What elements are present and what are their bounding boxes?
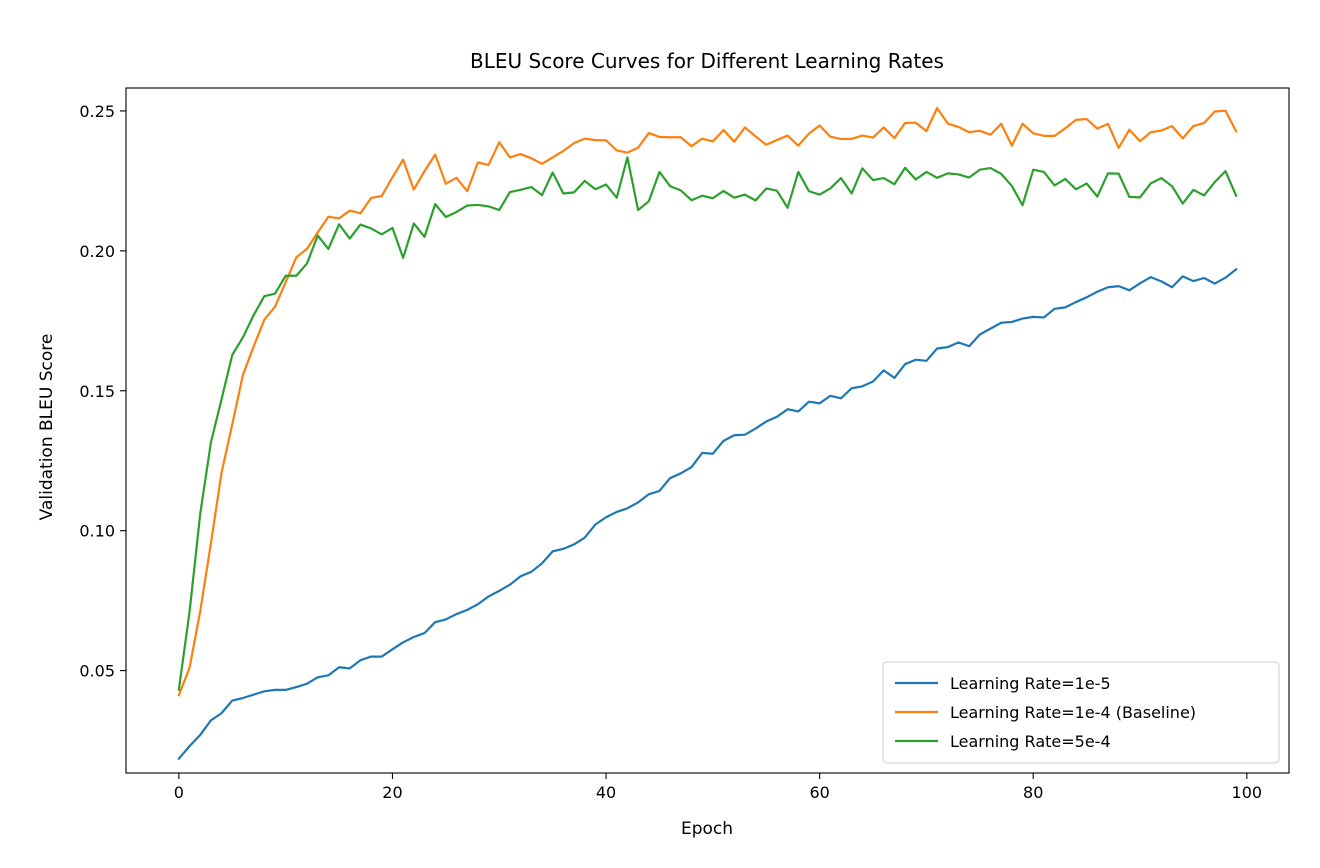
x-tick-label: 20 [382, 783, 402, 802]
x-tick-label: 0 [174, 783, 184, 802]
x-tick-label: 40 [596, 783, 616, 802]
series-line-1 [177, 267, 1238, 761]
series-line-2 [177, 107, 1238, 697]
y-axis-label: Validation BLEU Score [37, 334, 57, 521]
x-tick-label: 60 [809, 783, 829, 802]
legend: Learning Rate=1e-5 Learning Rate=1e-4 (Ba… [882, 661, 1280, 764]
y-tick-label: 0.10 [79, 522, 115, 541]
y-tick-label: 0.20 [79, 242, 115, 261]
plot-frame [125, 87, 1290, 774]
x-tick-label: 100 [1232, 783, 1263, 802]
series-line-3 [177, 156, 1238, 691]
y-tick-label: 0.25 [79, 102, 115, 121]
legend-entry-3: Learning Rate=5e-4 [950, 732, 1111, 751]
x-axis-label: Epoch [681, 819, 733, 839]
y-tick-label: 0.15 [79, 382, 115, 401]
legend-box [882, 661, 1280, 764]
legend-entry-2: Learning Rate=1e-4 (Baseline) [950, 703, 1196, 722]
plot-area: 0 20 40 60 80 100 0.05 0.10 0.15 0.20 0.25 [79, 87, 1290, 802]
x-tick-label: 80 [1023, 783, 1043, 802]
y-tick-label: 0.05 [79, 662, 115, 681]
chart-title: BLEU Score Curves for Different Learning… [470, 49, 944, 73]
legend-entry-1: Learning Rate=1e-5 [950, 674, 1111, 693]
